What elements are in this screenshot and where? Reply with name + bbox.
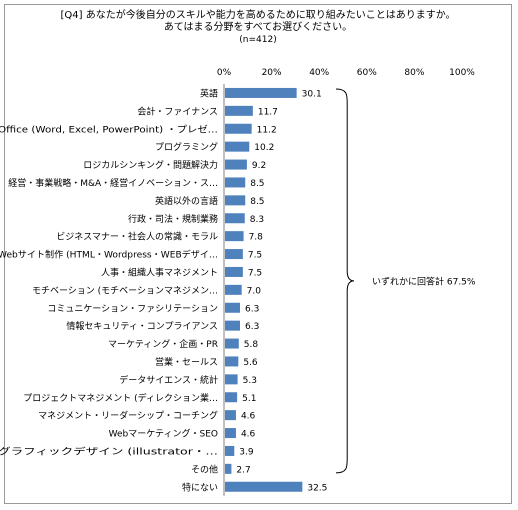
chart-frame xyxy=(4,4,512,504)
category-label: Webマーケティング・SEO xyxy=(109,428,218,440)
category-label: マーケティング・企画・PR xyxy=(108,338,218,350)
category-label: 会計・ファイナンス xyxy=(137,105,218,117)
chart-subtitle: あてはまる分野をすべてお選びください。 xyxy=(163,22,353,33)
category-label: データサイエンス・統計 xyxy=(119,374,218,386)
bar xyxy=(225,195,246,206)
bar xyxy=(225,266,243,277)
x-tick-label: 60% xyxy=(357,68,377,78)
data-label: 7.0 xyxy=(247,286,262,296)
data-label: 11.2 xyxy=(257,125,277,135)
data-label: 8.3 xyxy=(250,215,264,225)
category-label: プログラミング xyxy=(155,141,218,153)
data-label: 8.5 xyxy=(250,179,264,189)
category-label: ロジカルシンキング・問題解決力 xyxy=(83,159,218,171)
x-tick-label: 40% xyxy=(309,68,329,78)
category-label: その他 xyxy=(191,463,218,475)
category-label: モチベーション (モチベーションマネジメン… xyxy=(32,285,218,296)
data-label: 32.5 xyxy=(307,483,327,493)
bar xyxy=(225,356,239,367)
category-label: 英語 xyxy=(200,87,218,99)
data-label: 5.6 xyxy=(243,358,258,368)
bar xyxy=(225,428,236,439)
data-label: 11.7 xyxy=(258,107,278,117)
category-label: Office (Word, Excel, PowerPoint) ・プレゼ… xyxy=(0,123,218,135)
x-tick-label: 80% xyxy=(404,68,424,78)
data-label: 2.7 xyxy=(236,465,250,475)
data-label: 6.3 xyxy=(245,322,259,332)
bar xyxy=(225,463,232,474)
category-label: マネジメント・リーダーシップ・コーチング xyxy=(38,410,218,422)
data-label: 7.5 xyxy=(248,251,262,261)
category-label: 行政・司法・規制業務 xyxy=(128,213,218,225)
category-label: プロジェクトマネジメント (ディレクション業… xyxy=(23,392,218,404)
data-label: 7.8 xyxy=(249,233,264,243)
bar xyxy=(225,231,244,242)
bar xyxy=(225,213,245,224)
bar xyxy=(225,177,246,188)
chart-title: [Q4] あなたが今後自分のスキルや能力を高めるために取り組みたいことはあります… xyxy=(60,10,456,21)
data-label: 4.6 xyxy=(241,430,256,440)
data-label: 7.5 xyxy=(248,268,262,278)
data-label: 4.6 xyxy=(241,412,256,422)
bar xyxy=(225,338,239,349)
category-label: コミュニケーション・ファシリテーション xyxy=(47,303,218,314)
category-label: Webサイト制作 (HTML・Wordpress・WEBデザイ… xyxy=(0,249,218,261)
bar xyxy=(225,141,250,152)
x-tick-label: 100% xyxy=(449,68,475,78)
category-label: ビジネスマナー・社会人の常識・モラル xyxy=(56,231,218,243)
bar xyxy=(225,159,247,170)
x-tick-label: 0% xyxy=(217,68,232,78)
bar xyxy=(225,481,303,492)
category-label: 英語以外の言語 xyxy=(155,195,218,207)
bar xyxy=(225,284,242,295)
bar xyxy=(225,392,238,403)
category-label: 人事・組織人事マネジメント xyxy=(101,266,218,278)
data-label: 10.2 xyxy=(254,143,274,153)
category-label: 経営・事業戦略・M&A・経営イノベーション・ス… xyxy=(8,177,218,189)
category-label: グラフィックデザイン (illustrator・… xyxy=(0,445,218,457)
category-label: 営業・セールス xyxy=(155,356,218,368)
data-label: 3.9 xyxy=(239,447,254,457)
bar xyxy=(225,374,238,385)
data-label: 5.3 xyxy=(243,376,257,386)
bar xyxy=(225,445,235,456)
data-label: 5.1 xyxy=(242,394,256,404)
data-label: 6.3 xyxy=(245,304,259,314)
data-label: 8.5 xyxy=(250,197,264,207)
bar xyxy=(225,105,253,116)
bar xyxy=(225,249,243,260)
brace-bracket xyxy=(335,88,355,474)
x-tick-label: 20% xyxy=(262,68,282,78)
total-annotation: いずれかに回答計 67.5% xyxy=(372,275,476,287)
category-label: 情報セキュリティ・コンプライアンス xyxy=(66,320,218,332)
bar xyxy=(225,87,297,98)
bar xyxy=(225,320,240,331)
sample-size-note: (n=412) xyxy=(239,35,277,45)
bar xyxy=(225,123,252,134)
category-label: 特にない xyxy=(182,481,218,493)
data-label: 30.1 xyxy=(302,89,322,99)
data-label: 5.8 xyxy=(244,340,259,350)
bar xyxy=(225,302,240,313)
bar xyxy=(225,410,236,421)
data-label: 9.2 xyxy=(252,161,266,171)
